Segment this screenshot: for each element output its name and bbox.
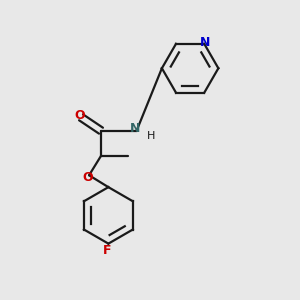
- Text: N: N: [130, 122, 140, 135]
- Text: F: F: [103, 244, 111, 257]
- Text: H: H: [147, 131, 155, 141]
- Text: O: O: [82, 170, 93, 184]
- Text: N: N: [200, 36, 210, 49]
- Text: O: O: [75, 109, 86, 122]
